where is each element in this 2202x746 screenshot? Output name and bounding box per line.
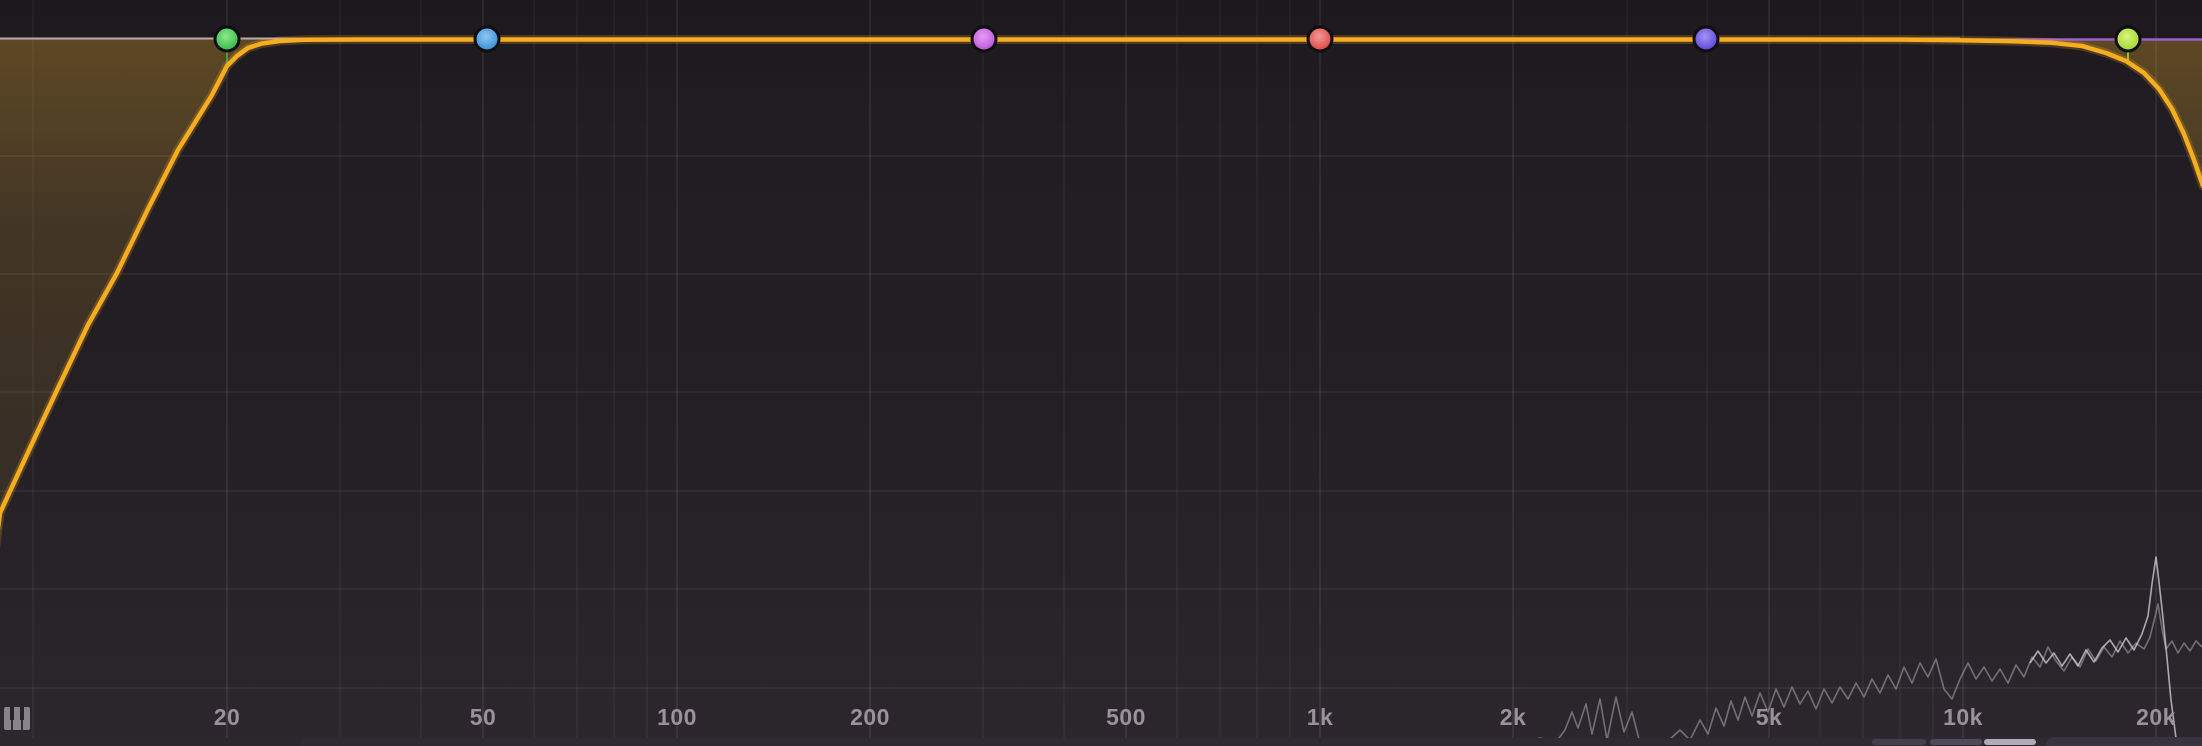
eq-band-handle-band-2[interactable] xyxy=(473,25,501,53)
eq-response-curve[interactable] xyxy=(0,37,2202,561)
piano-keys-icon[interactable] xyxy=(4,707,30,730)
spectrum-analyzer-trace xyxy=(1475,603,2202,746)
piano-key-separator xyxy=(21,720,23,730)
piano-black-key xyxy=(10,707,14,720)
eq-band-handle-band-4[interactable] xyxy=(1306,25,1334,53)
freq-axis-label-50: 50 xyxy=(469,704,497,730)
freq-axis-label-2k: 2k xyxy=(1499,704,1527,730)
freq-axis-label-5k: 5k xyxy=(1755,704,1783,730)
attenuation-fill-region xyxy=(0,39,2202,513)
freq-axis-label-200: 200 xyxy=(850,704,890,730)
freq-axis-label-10k: 10k xyxy=(1943,704,1983,730)
freq-axis-label-500: 500 xyxy=(1106,704,1146,730)
horizontal-zoom-scrollbar[interactable] xyxy=(300,738,2202,746)
eq-curve-glow xyxy=(0,35,2202,549)
freq-axis-label-1k: 1k xyxy=(1306,704,1334,730)
scrollbar-segment-1[interactable] xyxy=(1872,739,1926,745)
eq-band-handle-band-6[interactable] xyxy=(2114,25,2142,53)
piano-key-separator xyxy=(11,720,13,730)
scrollbar-segment-2[interactable] xyxy=(1930,739,1982,745)
eq-band-handle-band-1[interactable] xyxy=(213,25,241,53)
scrollbar-segment-3[interactable] xyxy=(1984,739,2036,745)
freq-axis-label-100: 100 xyxy=(657,704,697,730)
freq-axis-label-20k: 20k xyxy=(2136,704,2176,730)
bottom-right-corner-panel xyxy=(2046,737,2202,746)
eq-band-handle-band-3[interactable] xyxy=(970,25,998,53)
eq-band-handle-band-5[interactable] xyxy=(1692,25,1720,53)
piano-black-key xyxy=(20,707,24,720)
spectrum-analyzer-trace-peak xyxy=(2029,556,2202,746)
freq-axis-label-20: 20 xyxy=(213,704,241,730)
